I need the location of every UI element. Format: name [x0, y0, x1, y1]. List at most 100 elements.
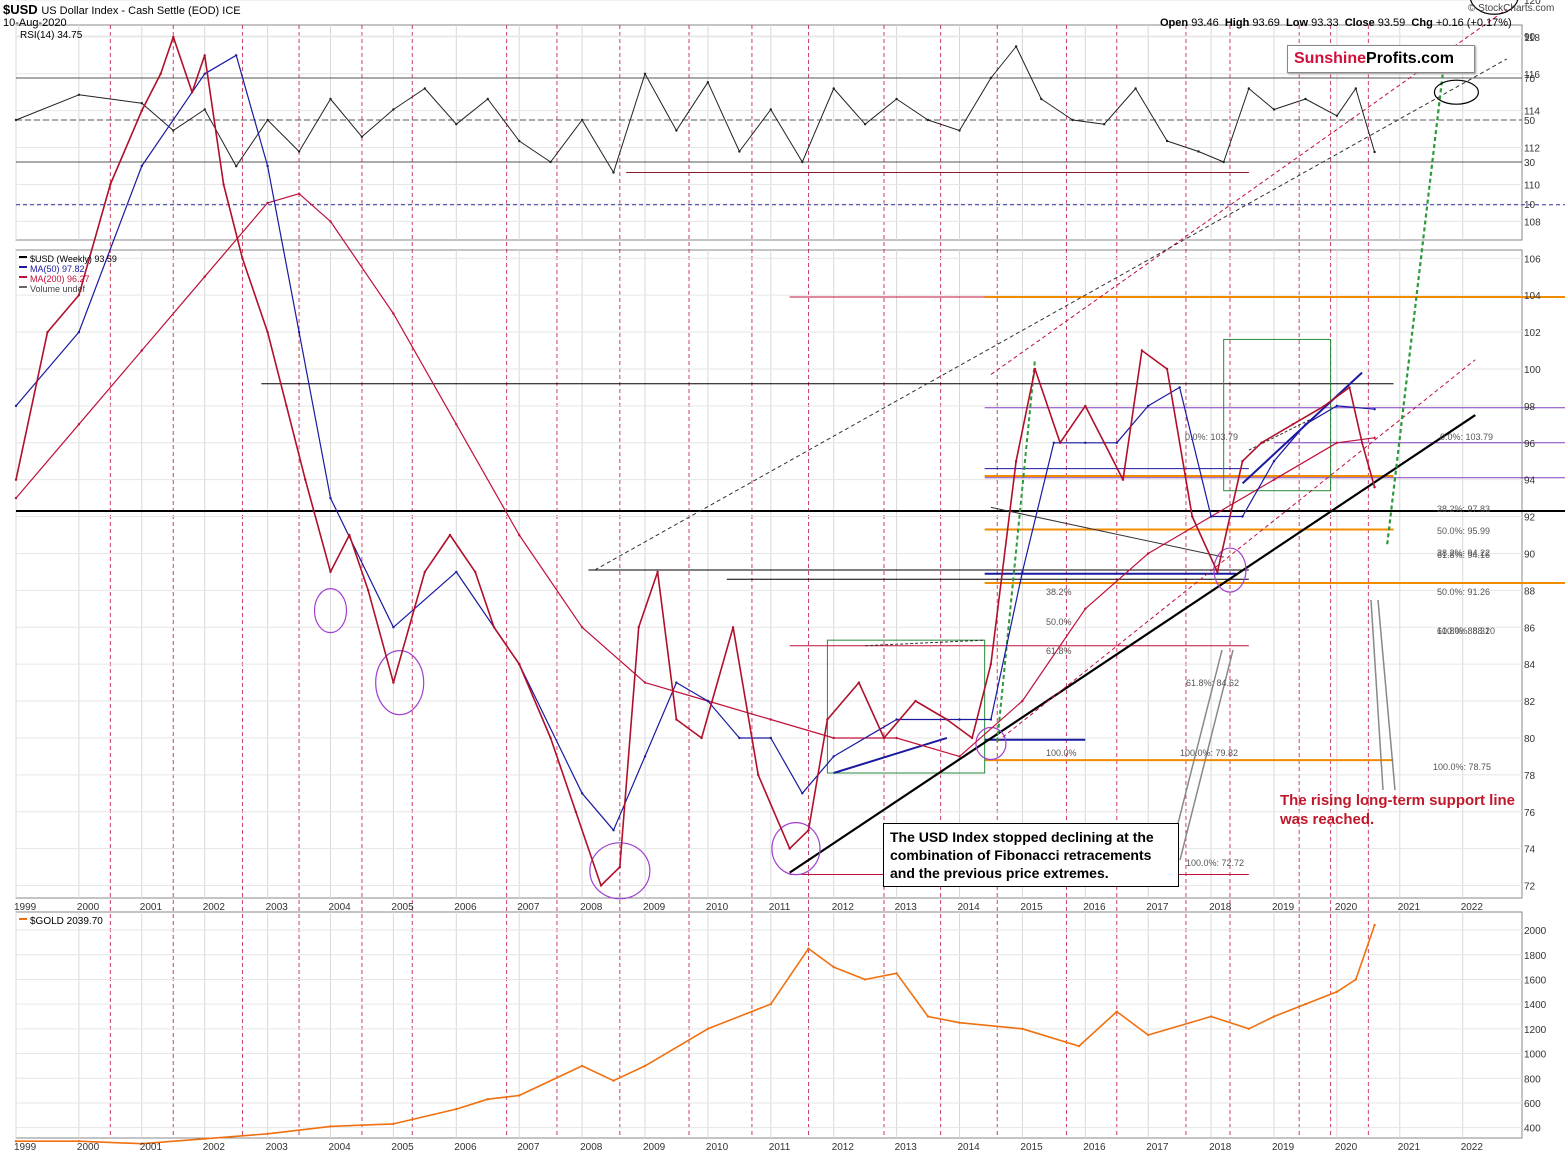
- rsi-tick-label: 10: [1524, 200, 1536, 211]
- gold-series-point: [958, 1021, 961, 1024]
- gold-series-point: [140, 1142, 143, 1145]
- close-label: Close: [1344, 17, 1375, 29]
- rsi-series-point: [895, 97, 898, 101]
- ma200-series-point: [297, 192, 301, 195]
- gold-series-point: [1304, 1002, 1307, 1006]
- usd-price-series-point: [1360, 441, 1364, 444]
- x-tick-label-year: 2022: [1461, 902, 1484, 913]
- x-tick-label-year-bottom: 2019: [1272, 1142, 1295, 1153]
- chart-symbol: $USD: [3, 2, 38, 17]
- usd-price-series-point: [807, 829, 810, 832]
- price-tick-label: 116: [1524, 70, 1540, 81]
- x-tick-label-year-bottom: 2002: [203, 1142, 226, 1153]
- legend-entry: Volume undef: [30, 284, 86, 294]
- gold-series-point: [266, 1132, 269, 1136]
- usd-price-series-point: [423, 570, 426, 574]
- price-tick-label: 80: [1524, 734, 1536, 745]
- x-tick-label-year-bottom: 2003: [266, 1142, 289, 1153]
- legend-swatch: [19, 266, 27, 268]
- high-value: 93.69: [1252, 17, 1280, 29]
- rsi-series-point: [580, 118, 584, 122]
- open-value: 93.46: [1191, 17, 1219, 29]
- legend-swatch: [19, 276, 27, 278]
- rsi-series-point: [172, 129, 175, 132]
- green-dashed-rally-2014: [996, 359, 1036, 742]
- x-tick-label-year-bottom: 2007: [517, 1142, 540, 1153]
- fib-level-label: 0.0%: 103.79: [1440, 432, 1493, 442]
- legend-swatch: [19, 286, 27, 288]
- rsi-series-point: [360, 135, 364, 138]
- price-tick-label: 92: [1524, 513, 1536, 524]
- gold-legend-swatch: [19, 918, 27, 920]
- gold-series-point: [77, 1140, 81, 1143]
- price-tick-label: 100: [1524, 365, 1541, 376]
- rising-long-term-support-line: [789, 414, 1476, 874]
- x-tick-label-year: 2002: [203, 902, 226, 913]
- rsi-series-point: [392, 108, 395, 111]
- x-tick-label-year: 2019: [1272, 902, 1295, 913]
- fib-level-label: 50.0%: 91.26: [1437, 587, 1490, 597]
- price-tick-label: 88: [1524, 586, 1536, 597]
- ma50-series-point: [1304, 423, 1307, 426]
- ma50-series-point: [203, 72, 206, 76]
- x-tick-label-year-bottom: 2013: [895, 1142, 918, 1153]
- ma50-series-point: [140, 164, 143, 168]
- gold-tick-label: 2000: [1524, 926, 1547, 937]
- fib-level-label: 61.8%: [1046, 646, 1072, 656]
- usd-price-series-point: [1140, 349, 1144, 352]
- ma200-series-point: [1084, 607, 1087, 610]
- rsi-series-point: [1335, 114, 1339, 118]
- gold-series-point: [1021, 1027, 1024, 1031]
- rsi-series-point: [612, 171, 615, 174]
- fib-level-label: 100.0%: [1046, 748, 1077, 758]
- gold-series-point: [486, 1098, 489, 1101]
- rsi-series-point: [1134, 87, 1137, 90]
- annotation-main: The USD Index stopped declining at the c…: [883, 823, 1179, 887]
- fib-level-label: 38.2%: 94.22: [1437, 548, 1490, 558]
- fib-level-label: 38.2%: [1046, 587, 1072, 597]
- rsi-tick-label: 30: [1524, 158, 1536, 169]
- gold-series-point: [807, 947, 810, 950]
- ma200-series-point: [895, 736, 898, 740]
- ma50-series-point: [1335, 404, 1339, 408]
- gold-series-point: [832, 965, 835, 969]
- ma200-series-point: [140, 349, 143, 352]
- low-label: Low: [1286, 17, 1309, 29]
- x-tick-label-year-bottom: 2008: [580, 1142, 603, 1153]
- gold-series-point: [455, 1107, 458, 1111]
- ma50-series-point: [14, 404, 18, 408]
- rsi-series-point: [235, 165, 238, 168]
- ma50-series-point: [675, 681, 678, 684]
- usd-price-series-point: [203, 54, 206, 57]
- gold-tick-label: 1800: [1524, 951, 1547, 962]
- usd-price-series-point: [448, 533, 452, 537]
- gold-series-point: [643, 1064, 647, 1068]
- gold-tick-label: 400: [1524, 1124, 1541, 1135]
- gold-series-point: [392, 1122, 395, 1126]
- annotation-support-line: The rising long-term support line was re…: [1280, 792, 1516, 828]
- x-tick-label-year: 2001: [140, 902, 163, 913]
- price-tick-label: 98: [1524, 402, 1536, 413]
- rsi-series-point: [706, 81, 710, 84]
- usd-price-series-point: [172, 35, 175, 39]
- ma50-series-point: [329, 496, 332, 500]
- rsi-series-point: [801, 160, 804, 164]
- legend-entry: MA(200) 96.27: [30, 274, 90, 284]
- rsi-series-point: [266, 118, 269, 122]
- gold-series-point: [863, 978, 867, 981]
- gold-series-point: [1272, 1015, 1276, 1018]
- gold-series-point: [1247, 1027, 1251, 1031]
- gold-series-point: [926, 1015, 930, 1018]
- ma200-series-point: [769, 718, 772, 721]
- price-tick-label: 108: [1524, 217, 1541, 228]
- usd-price-series-point: [700, 736, 703, 740]
- ma200-series-point: [1335, 441, 1339, 444]
- usd-price-series-point: [46, 330, 49, 334]
- x-tick-label-year: 2010: [706, 902, 729, 913]
- usd-price-series-point: [989, 662, 993, 666]
- low-circle-2018: [1213, 547, 1247, 593]
- x-tick-label-year-bottom: 2017: [1146, 1142, 1169, 1153]
- price-tick-label: 112: [1524, 144, 1540, 155]
- rsi-series-point: [1197, 150, 1200, 153]
- gold-series-point: [518, 1094, 521, 1097]
